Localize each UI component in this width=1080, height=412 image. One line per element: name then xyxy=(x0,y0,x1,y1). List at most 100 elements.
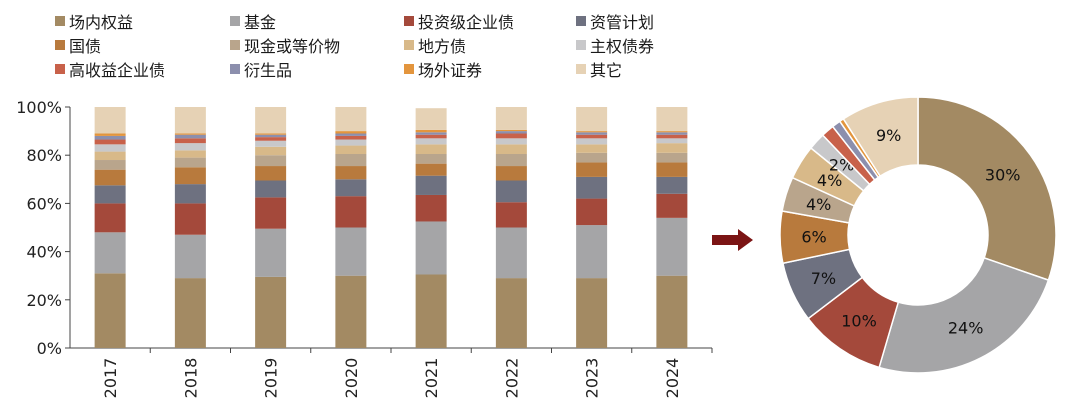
bar-segment xyxy=(94,139,126,145)
legend-label: 投资级企业债 xyxy=(418,13,515,32)
y-tick-label: 60% xyxy=(26,194,62,213)
bar-segment xyxy=(335,275,367,348)
bar-segment xyxy=(495,153,527,167)
donut-value-label: 9% xyxy=(876,126,901,145)
bar-segment xyxy=(576,131,608,133)
bar-segment xyxy=(576,176,608,199)
bar-segment xyxy=(415,194,447,222)
bar-segment xyxy=(335,133,367,136)
bar-segment xyxy=(174,138,206,144)
bar-segment xyxy=(255,166,287,181)
donut-value-label: 4% xyxy=(806,195,831,214)
bar-segment xyxy=(94,169,126,186)
y-tick-label: 80% xyxy=(26,146,62,165)
legend-swatch xyxy=(230,64,240,74)
legend-item: 衍生品 xyxy=(230,57,292,81)
legend-item: 场内权益 xyxy=(55,9,133,33)
bar-segment xyxy=(94,133,126,136)
bar-segment xyxy=(94,144,126,152)
bar-segment xyxy=(174,143,206,151)
bar-segment xyxy=(255,107,287,134)
bar-segment xyxy=(656,275,688,348)
bar-segment xyxy=(255,134,287,138)
bar-segment xyxy=(415,138,447,145)
legend-label: 高收益企业债 xyxy=(69,61,166,80)
bar-segment xyxy=(656,131,688,133)
bar-segment xyxy=(576,138,608,145)
bar-segment xyxy=(415,108,447,130)
legend-swatch xyxy=(230,16,240,26)
bar-segment xyxy=(495,131,527,134)
bar-segment xyxy=(576,134,608,139)
bar-segment xyxy=(576,198,608,226)
bar-segment xyxy=(335,179,367,197)
bar-segment xyxy=(94,232,126,274)
bar-segment xyxy=(335,107,367,132)
donut-value-label: 4% xyxy=(817,171,842,190)
x-tick-label: 2024 xyxy=(663,358,682,399)
bar-segment xyxy=(94,107,126,134)
bar-segment xyxy=(495,278,527,348)
donut-chart: 30%24%10%7%6%4%4%2%9% xyxy=(779,96,1057,374)
bar-segment xyxy=(335,196,367,228)
bar-segment xyxy=(335,153,367,167)
bar-segment xyxy=(656,193,688,218)
legend-label: 衍生品 xyxy=(244,61,293,80)
bar-segment xyxy=(94,151,126,161)
bar-segment xyxy=(576,162,608,177)
x-tick-label: 2022 xyxy=(502,358,521,399)
legend-label: 其它 xyxy=(590,61,623,80)
legend-label: 地方债 xyxy=(418,37,467,56)
bar-segment xyxy=(656,143,688,153)
legend-swatch xyxy=(230,40,240,50)
bar-segment xyxy=(656,138,688,144)
legend-item: 其它 xyxy=(576,57,622,81)
bar-segment xyxy=(495,227,527,279)
donut-slice xyxy=(842,96,919,178)
bar-segment xyxy=(495,180,527,203)
bar-segment xyxy=(255,276,287,348)
donut-slice xyxy=(917,96,1057,282)
bar-segment xyxy=(576,132,608,135)
bar-segment xyxy=(335,135,367,140)
bar-segment xyxy=(255,133,287,135)
bar-segment xyxy=(656,132,688,135)
legend-item: 高收益企业债 xyxy=(55,57,165,81)
x-tick-label: 2021 xyxy=(422,358,441,399)
x-tick-label: 2017 xyxy=(101,358,120,399)
bar-segment xyxy=(576,225,608,279)
bar-segment xyxy=(576,278,608,348)
bar-segment xyxy=(576,152,608,163)
bar-segment xyxy=(255,146,287,156)
legend-swatch xyxy=(55,16,65,26)
legend-item: 资管计划 xyxy=(576,9,654,33)
bar-segment xyxy=(576,144,608,153)
legend-item: 地方债 xyxy=(404,33,466,57)
bar-segment xyxy=(495,133,527,139)
bar-segment xyxy=(174,150,206,158)
legend-item: 基金 xyxy=(230,9,276,33)
legend-swatch xyxy=(576,64,586,74)
legend-swatch xyxy=(55,64,65,74)
bar-segment xyxy=(656,107,688,132)
bar-segment xyxy=(656,152,688,163)
legend-item: 投资级企业债 xyxy=(404,9,514,33)
bar-segment xyxy=(656,162,688,177)
legend-label: 基金 xyxy=(244,13,277,32)
bar-segment xyxy=(415,175,447,195)
bar-segment xyxy=(174,107,206,134)
bar-segment xyxy=(335,145,367,154)
bar-segment xyxy=(174,234,206,279)
stacked-bar-chart: 0% 20% 40% 60% 80% 100% 2017 2018 2019 2020 2021 20… xyxy=(16,98,713,399)
donut-value-label: 10% xyxy=(841,312,877,331)
legend-item: 主权债券 xyxy=(576,33,654,57)
bar-segment xyxy=(495,144,527,154)
legend-swatch xyxy=(404,64,414,74)
legend-swatch xyxy=(576,16,586,26)
y-tick-label: 0% xyxy=(37,339,62,358)
bar-segment xyxy=(255,228,287,277)
bar-segment xyxy=(335,131,367,134)
arrow-icon xyxy=(712,229,753,251)
legend-item: 场外证券 xyxy=(404,57,482,81)
legend-swatch xyxy=(576,40,586,50)
